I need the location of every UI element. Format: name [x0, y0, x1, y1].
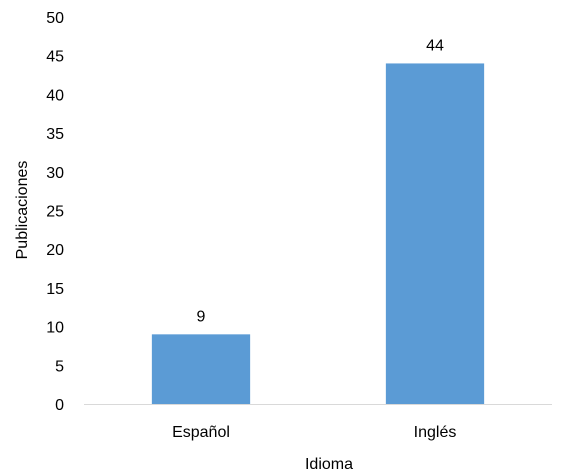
y-tick-label: 5: [55, 358, 64, 375]
y-tick-label: 20: [46, 242, 64, 259]
y-tick-label: 35: [46, 126, 64, 143]
x-axis-ticks: Español Inglés: [172, 424, 456, 441]
y-tick-label: 30: [46, 165, 64, 182]
x-axis-title: Idioma: [305, 456, 353, 473]
data-labels: 9 44: [197, 37, 444, 325]
data-label: 9: [197, 308, 206, 325]
x-tick-label: Español: [172, 424, 230, 441]
y-tick-label: 45: [46, 49, 64, 66]
bar: [385, 63, 485, 404]
y-tick-label: 0: [55, 397, 64, 414]
y-axis-ticks: 0 5 10 15 20 25 30 35 40 45 50: [46, 10, 64, 414]
data-label: 44: [426, 37, 444, 54]
y-tick-label: 40: [46, 87, 64, 104]
bars: [151, 63, 485, 404]
y-tick-label: 10: [46, 320, 64, 337]
x-tick-label: Inglés: [414, 424, 457, 441]
y-tick-label: 15: [46, 281, 64, 298]
y-axis-title: Publicaciones: [14, 161, 31, 260]
y-tick-label: 50: [46, 10, 64, 27]
y-tick-label: 25: [46, 204, 64, 221]
bar: [151, 334, 251, 404]
